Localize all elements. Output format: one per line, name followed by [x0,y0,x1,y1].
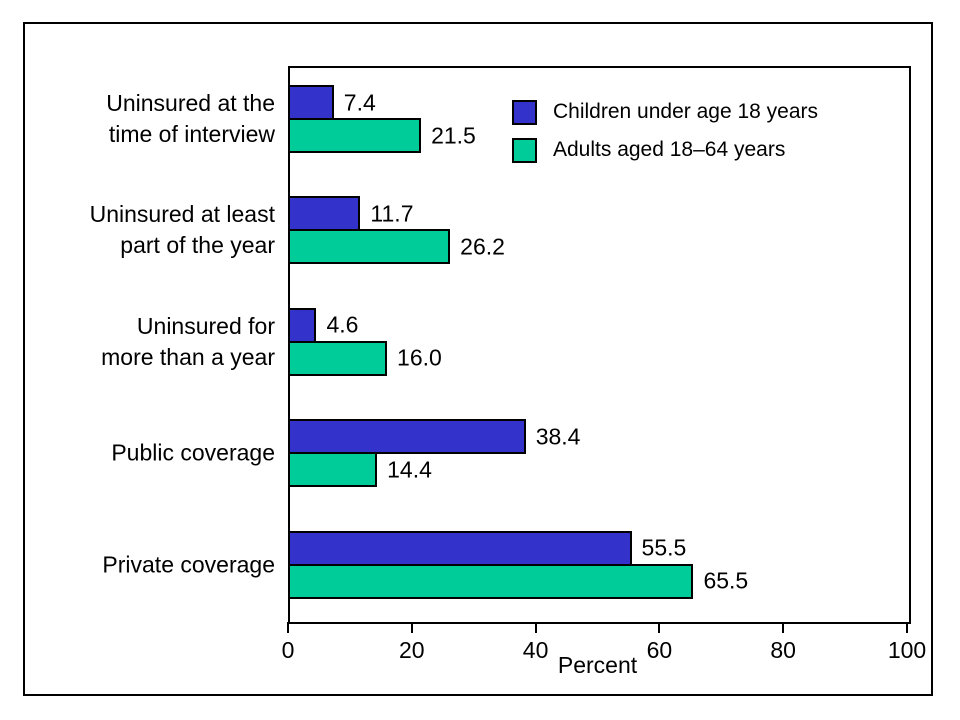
bar-children [288,85,334,120]
x-tick-mark [906,622,908,633]
bar-children [288,530,632,566]
x-tick-mark [534,622,537,633]
category-label-line: part of the year [120,232,275,259]
x-tick-mark [410,622,413,633]
x-tick-label: 40 [522,637,549,663]
category-label-line: Uninsured at the [106,90,275,116]
bar-adults [288,229,451,265]
x-tick-mark [782,622,785,633]
bar-children [288,196,361,232]
chart-outer-border [23,22,933,696]
category-label: Private coverage [15,549,275,580]
bar-adults [288,340,388,376]
x-tick-label: 0 [281,637,295,663]
category-label: Uninsured at least part of the year [15,199,275,261]
category-label-line: Private coverage [102,551,275,578]
x-axis-title: Percent [557,652,638,678]
legend: Children under age 18 years Adults aged … [512,99,818,175]
value-label: 55.5 [641,534,687,561]
category-label-line: Uninsured at least [89,201,275,228]
category-label: Public coverage [15,438,275,469]
category-label: Uninsured at the time of interview [15,88,275,150]
value-label: 7.4 [343,89,376,115]
legend-item-children: Children under age 18 years [512,99,818,125]
legend-item-adults: Adults aged 18–64 years [512,137,818,163]
value-label: 4.6 [326,311,359,338]
x-tick-mark [287,622,289,633]
bar-children [288,419,526,455]
category-label: Uninsured for more than a year [15,311,275,373]
value-label: 16.0 [397,344,442,371]
legend-swatch-adults-icon [512,137,537,163]
category-label-line: Public coverage [111,439,275,466]
legend-swatch-children-icon [512,99,537,125]
value-label: 21.5 [431,122,476,148]
value-label: 11.7 [370,200,414,227]
bar-adults [288,452,378,488]
bar-adults [288,563,694,599]
x-tick-mark [658,622,661,633]
x-tick-label: 80 [770,637,796,663]
legend-label-children: Children under age 18 years [553,100,819,123]
category-label-line: more than a year [101,343,275,370]
x-tick-label: 100 [887,637,927,663]
category-label-line: Uninsured for [136,312,275,339]
value-label: 26.2 [460,233,505,260]
category-label-line: time of interview [108,121,275,147]
value-label: 38.4 [535,423,581,450]
legend-label-adults: Adults aged 18–64 years [553,138,786,161]
value-label: 65.5 [703,567,749,594]
x-tick-label: 20 [399,637,425,663]
value-label: 14.4 [387,456,432,483]
bar-children [288,307,317,343]
x-tick-label: 60 [646,637,673,663]
bar-adults [288,118,422,153]
